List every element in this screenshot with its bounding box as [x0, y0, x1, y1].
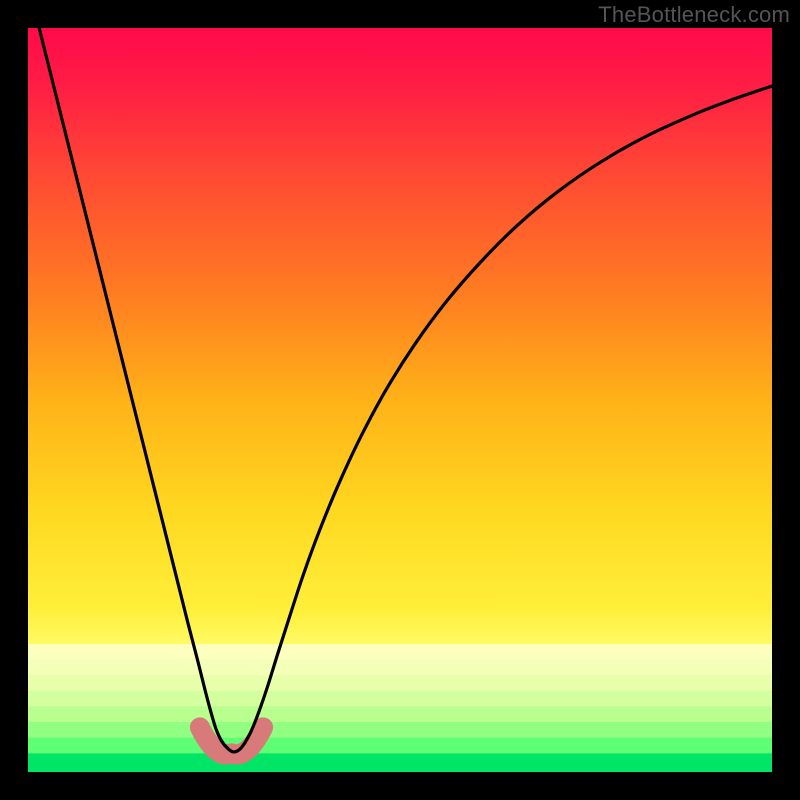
- watermark-text: TheBottleneck.com: [598, 2, 790, 28]
- chart-plot-area: [28, 28, 772, 772]
- bottom-green-band: [28, 753, 772, 772]
- chart-svg: [28, 28, 772, 772]
- pale-band: [28, 644, 772, 754]
